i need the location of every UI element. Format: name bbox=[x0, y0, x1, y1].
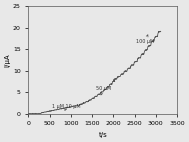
Text: 100 μM: 100 μM bbox=[136, 35, 154, 44]
Y-axis label: I/μA: I/μA bbox=[4, 53, 10, 67]
Text: 50 μM: 50 μM bbox=[96, 86, 112, 95]
X-axis label: t/s: t/s bbox=[98, 132, 107, 138]
Text: 1 μM 10 μM: 1 μM 10 μM bbox=[52, 105, 81, 110]
